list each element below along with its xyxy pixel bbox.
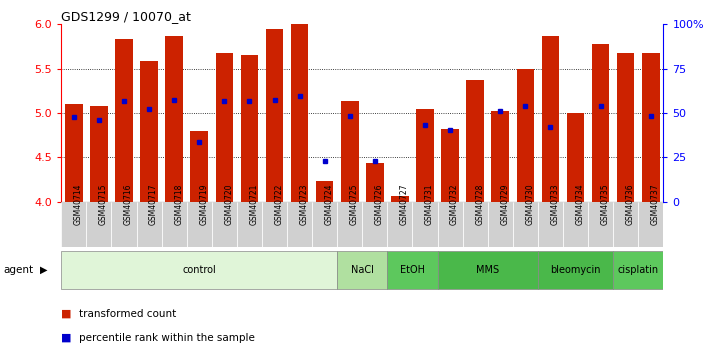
Text: GSM40727: GSM40727 — [400, 183, 409, 225]
Bar — [438, 202, 463, 247]
Text: GSM40732: GSM40732 — [450, 183, 459, 225]
Text: GSM40721: GSM40721 — [249, 184, 258, 225]
Bar — [366, 163, 384, 202]
Bar — [613, 250, 663, 289]
Text: GSM40726: GSM40726 — [375, 183, 384, 225]
Bar — [416, 109, 434, 202]
Bar — [438, 250, 538, 289]
Text: MMS: MMS — [476, 265, 499, 275]
Bar — [187, 202, 212, 247]
Bar — [567, 113, 584, 202]
Text: GSM40722: GSM40722 — [275, 184, 283, 225]
Bar — [87, 202, 112, 247]
Bar — [563, 202, 588, 247]
Bar — [112, 202, 136, 247]
Bar — [115, 39, 133, 202]
Text: percentile rank within the sample: percentile rank within the sample — [79, 333, 255, 343]
Bar — [412, 202, 438, 247]
Text: GSM40733: GSM40733 — [550, 183, 559, 225]
Bar — [216, 52, 233, 202]
Bar — [61, 202, 87, 247]
Text: GSM40729: GSM40729 — [500, 183, 509, 225]
Bar — [212, 202, 237, 247]
Text: ■: ■ — [61, 309, 72, 319]
Bar — [291, 24, 309, 202]
Bar — [538, 202, 563, 247]
Text: EtOH: EtOH — [400, 265, 425, 275]
Bar — [241, 55, 258, 202]
Bar — [513, 202, 538, 247]
Text: GSM40728: GSM40728 — [475, 184, 485, 225]
Text: GSM40730: GSM40730 — [526, 183, 534, 225]
Bar — [613, 202, 638, 247]
Text: GSM40736: GSM40736 — [626, 183, 634, 225]
Bar — [516, 69, 534, 202]
Bar — [363, 202, 387, 247]
Bar — [266, 29, 283, 202]
Bar — [190, 131, 208, 202]
Bar — [588, 202, 613, 247]
Bar — [466, 80, 484, 202]
Bar — [617, 52, 634, 202]
Bar — [387, 250, 438, 289]
Bar — [141, 61, 158, 202]
Bar — [538, 250, 613, 289]
Bar — [492, 111, 509, 202]
Text: GSM40714: GSM40714 — [74, 183, 83, 225]
Text: GSM40723: GSM40723 — [300, 183, 309, 225]
Bar — [642, 53, 660, 202]
Text: transformed count: transformed count — [79, 309, 177, 319]
Bar — [287, 202, 312, 247]
Text: GSM40731: GSM40731 — [425, 183, 434, 225]
Text: GSM40724: GSM40724 — [324, 183, 334, 225]
Text: GDS1299 / 10070_at: GDS1299 / 10070_at — [61, 10, 191, 23]
Text: GSM40720: GSM40720 — [224, 183, 234, 225]
Bar — [61, 250, 337, 289]
Bar — [165, 36, 183, 202]
Text: GSM40719: GSM40719 — [199, 183, 208, 225]
Bar — [392, 197, 409, 202]
Text: GSM40715: GSM40715 — [99, 183, 108, 225]
Bar — [316, 180, 333, 202]
Bar — [337, 202, 363, 247]
Bar — [463, 202, 487, 247]
Text: ▶: ▶ — [40, 265, 48, 275]
Bar — [237, 202, 262, 247]
Bar — [387, 202, 412, 247]
Bar — [312, 202, 337, 247]
Text: bleomycin: bleomycin — [550, 265, 601, 275]
Bar — [162, 202, 187, 247]
Bar — [638, 202, 663, 247]
Bar — [541, 36, 559, 202]
Text: ■: ■ — [61, 333, 72, 343]
Text: GSM40718: GSM40718 — [174, 184, 183, 225]
Text: NaCl: NaCl — [351, 265, 373, 275]
Text: GSM40716: GSM40716 — [124, 183, 133, 225]
Text: control: control — [182, 265, 216, 275]
Bar — [262, 202, 287, 247]
Text: GSM40737: GSM40737 — [651, 183, 660, 225]
Bar — [341, 101, 358, 202]
Text: GSM40717: GSM40717 — [149, 183, 158, 225]
Text: cisplatin: cisplatin — [618, 265, 659, 275]
Bar — [90, 106, 107, 202]
Text: GSM40735: GSM40735 — [601, 183, 610, 225]
Text: agent: agent — [4, 265, 34, 275]
Text: GSM40725: GSM40725 — [350, 183, 359, 225]
Bar — [337, 250, 387, 289]
Bar — [487, 202, 513, 247]
Bar — [65, 104, 83, 202]
Text: GSM40734: GSM40734 — [575, 183, 585, 225]
Bar — [441, 129, 459, 202]
Bar — [592, 44, 609, 202]
Bar — [136, 202, 162, 247]
